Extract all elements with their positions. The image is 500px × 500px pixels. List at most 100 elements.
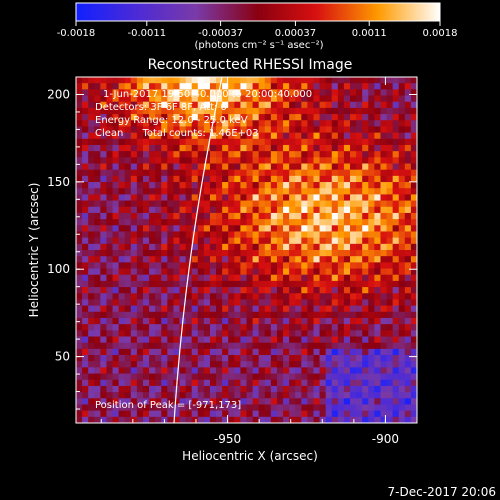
heatmap-cell	[222, 324, 229, 331]
heatmap-cell	[362, 287, 369, 294]
heatmap-cell	[173, 89, 180, 96]
heatmap-cell	[124, 175, 132, 183]
heatmap-cell	[325, 95, 333, 103]
heatmap-cell	[386, 114, 394, 121]
heatmap-cell	[118, 293, 126, 300]
heatmap-cell	[118, 151, 126, 158]
heatmap-cell	[264, 212, 272, 220]
heatmap-cell	[216, 200, 223, 208]
heatmap-cell	[228, 83, 235, 90]
heatmap-cell	[374, 404, 381, 412]
heatmap-cell	[228, 317, 235, 325]
heatmap-cell	[276, 237, 284, 245]
heatmap-cell	[100, 101, 107, 109]
heatmap-cell	[276, 305, 284, 313]
heatmap-cell	[136, 379, 144, 387]
heatmap-cell	[82, 379, 89, 387]
heatmap-cell	[185, 107, 193, 115]
heatmap-cell	[356, 342, 363, 350]
heatmap-cell	[82, 410, 89, 418]
heatmap-cell	[76, 330, 83, 337]
heatmap-cell	[234, 243, 241, 251]
heatmap-cell	[337, 126, 345, 134]
heatmap-cell	[337, 262, 345, 269]
heatmap-cell	[350, 89, 357, 96]
heatmap-cell	[82, 163, 89, 171]
heatmap-cell	[149, 243, 156, 251]
heatmap-cell	[319, 157, 327, 164]
heatmap-cell	[124, 416, 132, 423]
heatmap-cell	[350, 132, 357, 140]
heatmap-cell	[307, 385, 314, 393]
heatmap-cell	[142, 336, 150, 344]
heatmap-cell	[362, 379, 369, 387]
heatmap-cell	[94, 200, 101, 208]
heatmap-cell	[130, 293, 138, 300]
heatmap-cell	[404, 262, 412, 269]
heatmap-cell	[380, 182, 387, 189]
heatmap-cell	[337, 169, 345, 177]
heatmap-cell	[161, 163, 168, 171]
heatmap-cell	[350, 250, 357, 257]
heatmap-cell	[331, 101, 339, 109]
heatmap-cell	[234, 268, 241, 276]
heatmap-cell	[404, 305, 412, 313]
heatmap-cell	[307, 144, 314, 152]
heatmap-cell	[368, 151, 375, 158]
heatmap-cell	[76, 293, 83, 300]
heatmap-cell	[252, 299, 260, 307]
heatmap-cell	[319, 194, 327, 201]
heatmap-cell	[270, 361, 278, 368]
heatmap-cell	[82, 280, 89, 288]
heatmap-cell	[246, 83, 253, 90]
heatmap-cell	[130, 317, 138, 325]
heatmap-cell	[283, 262, 290, 269]
heatmap-cell	[130, 212, 138, 220]
heatmap-cell	[368, 274, 375, 282]
heatmap-cell	[222, 206, 229, 214]
heatmap-cell	[216, 83, 223, 90]
heatmap-cell	[118, 157, 126, 164]
heatmap-cell	[343, 355, 351, 362]
heatmap-cell	[191, 379, 199, 387]
heatmap-cell	[155, 299, 162, 307]
heatmap-cell	[82, 194, 89, 201]
heatmap-cell	[136, 237, 144, 245]
heatmap-cell	[216, 373, 223, 381]
heatmap-cell	[173, 311, 180, 319]
heatmap-cell	[100, 212, 107, 220]
heatmap-cell	[197, 373, 205, 381]
heatmap-cell	[264, 324, 272, 331]
heatmap-cell	[130, 206, 138, 214]
heatmap-cell	[380, 404, 387, 412]
heatmap-cell	[276, 83, 284, 90]
heatmap-cell	[82, 348, 89, 356]
heatmap-cell	[350, 231, 357, 239]
heatmap-cell	[167, 305, 174, 313]
heatmap-cell	[246, 404, 253, 412]
annotation-counts: Clean Total counts: 1.46E+03	[95, 128, 259, 139]
heatmap-cell	[362, 250, 369, 257]
heatmap-cell	[149, 348, 156, 356]
heatmap-cell	[209, 138, 217, 146]
heatmap-cell	[167, 311, 174, 319]
heatmap-cell	[222, 188, 229, 195]
heatmap-cell	[118, 231, 126, 239]
heatmap-cell	[234, 330, 241, 337]
heatmap-cell	[301, 200, 308, 208]
heatmap-cell	[88, 287, 95, 294]
heatmap-cell	[234, 373, 241, 381]
heatmap-cell	[276, 114, 284, 121]
heatmap-cell	[234, 188, 241, 195]
heatmap-cell	[343, 373, 351, 381]
heatmap-cell	[337, 120, 345, 127]
heatmap-cell	[343, 330, 351, 337]
heatmap-cell	[209, 410, 217, 418]
heatmap-cell	[76, 138, 83, 146]
heatmap-cell	[398, 280, 406, 288]
heatmap-cell	[173, 126, 180, 134]
heatmap-cell	[362, 175, 369, 183]
heatmap-cell	[289, 175, 296, 183]
heatmap-cell	[124, 169, 132, 177]
heatmap-cell	[343, 348, 351, 356]
